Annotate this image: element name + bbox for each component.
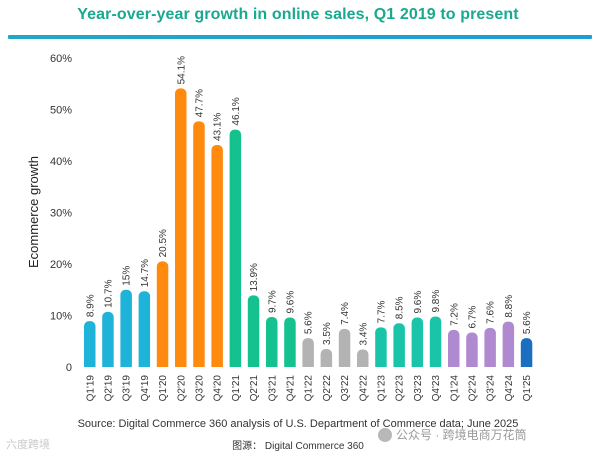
bar: [102, 311, 114, 367]
y-tick-label: 0: [66, 362, 72, 374]
bar: [520, 338, 533, 367]
data-label: 3.4%: [358, 323, 369, 346]
x-tick-label: Q2'24: [467, 375, 478, 402]
x-tick-label: Q4'19: [140, 375, 151, 402]
bar: [120, 289, 132, 367]
bar: [448, 329, 460, 367]
bar: [284, 317, 296, 367]
data-label: 7.7%: [376, 300, 387, 323]
data-label: 20.5%: [158, 229, 169, 257]
bar: [193, 121, 205, 367]
data-label: 9.7%: [267, 290, 278, 313]
x-tick-label: Q4'23: [431, 375, 442, 402]
title-rule: [8, 35, 592, 39]
x-tick-label: Q3'19: [122, 375, 133, 402]
x-axis-ticks: Q1'19 Q2'19 Q3'19 Q4'19 Q1'20 Q2'20 Q3'20 Q4'20…: [85, 375, 533, 402]
data-label: 7.6%: [486, 301, 497, 324]
data-label: 9.6%: [413, 291, 424, 314]
x-tick-label: Q2'19: [103, 375, 114, 402]
data-label: 6.7%: [467, 306, 478, 329]
bar: [302, 338, 314, 367]
x-tick-label: Q4'24: [504, 375, 515, 402]
bar: [338, 328, 351, 367]
x-tick-label: Q2'21: [249, 375, 260, 402]
data-label: 7.4%: [340, 302, 351, 325]
data-label: 7.2%: [449, 303, 460, 326]
bar: [393, 323, 405, 367]
bar: [84, 321, 96, 367]
x-tick-label: Q1'19: [85, 375, 96, 402]
x-tick-label: Q2'23: [395, 375, 406, 402]
watermark-right-text: 公众号 · 跨境电商万花筒: [396, 428, 527, 442]
y-axis-ticks: 0 10% 20% 30% 40% 50% 60%: [50, 53, 72, 374]
y-tick-label: 30%: [50, 208, 72, 220]
bar: [320, 348, 333, 367]
x-tick-label: Q3'21: [267, 375, 278, 402]
bar: [484, 327, 496, 367]
wechat-icon: [378, 427, 392, 442]
watermark-left: 六度跨境: [6, 439, 50, 451]
data-label: 13.9%: [249, 263, 260, 291]
data-label: 46.1%: [231, 97, 242, 125]
data-label: 8.5%: [395, 296, 406, 319]
data-label: 3.5%: [322, 322, 333, 345]
bar: [211, 145, 223, 367]
image-credit: 图源： Digital Commerce 360: [232, 441, 364, 452]
data-label: 9.6%: [285, 291, 296, 314]
x-tick-label: Q2'22: [322, 375, 333, 402]
bar: [375, 327, 387, 367]
x-tick-label: Q1'20: [158, 375, 169, 402]
x-tick-label: Q1'24: [449, 375, 460, 402]
bar: [247, 295, 260, 367]
data-label: 54.1%: [176, 56, 187, 84]
data-label: 14.7%: [140, 259, 151, 287]
x-tick-label: Q2'20: [176, 375, 187, 402]
y-tick-label: 50%: [50, 105, 72, 117]
data-label: 10.7%: [103, 279, 114, 307]
bar: [138, 291, 151, 367]
watermark-right: 公众号 · 跨境电商万花筒: [378, 426, 527, 443]
data-label: 9.8%: [431, 290, 442, 313]
chart-title: Year-over-year growth in online sales, Q…: [77, 6, 519, 23]
bars: [84, 88, 533, 367]
x-tick-label: Q1'22: [304, 375, 315, 402]
x-tick-label: Q3'24: [486, 375, 497, 402]
y-tick-label: 10%: [50, 311, 72, 323]
data-label: 47.7%: [194, 89, 205, 117]
x-tick-label: Q3'23: [413, 375, 424, 402]
y-tick-label: 40%: [50, 156, 72, 168]
x-tick-label: Q1'23: [376, 375, 387, 402]
bar: [266, 317, 278, 367]
source-note: Source: Digital Commerce 360 analysis of…: [77, 418, 519, 430]
data-label: 5.6%: [304, 311, 315, 334]
x-tick-label: Q3'22: [340, 375, 351, 402]
bar: [156, 261, 169, 367]
x-tick-label: Q1'25: [522, 375, 533, 402]
data-label: 43.1%: [213, 113, 224, 141]
bar: [466, 332, 478, 367]
bar: [175, 88, 187, 367]
x-tick-label: Q4'20: [213, 375, 224, 402]
y-tick-label: 60%: [50, 53, 72, 65]
data-label: 15%: [122, 266, 133, 286]
x-tick-label: Q4'22: [358, 375, 369, 402]
bar: [229, 129, 242, 367]
y-axis-label: Ecommerce growth: [26, 156, 41, 268]
data-labels: 8.9% 10.7% 15% 14.7% 20.5% 54.1% 47.7% 43.1% 46.…: [85, 56, 533, 346]
bar: [411, 317, 424, 367]
y-tick-label: 20%: [50, 259, 72, 271]
bar: [502, 321, 515, 367]
bar: [429, 316, 442, 367]
data-label: 5.6%: [522, 311, 533, 334]
data-label: 8.9%: [85, 294, 96, 317]
bar: [357, 349, 369, 367]
x-tick-label: Q1'21: [231, 375, 242, 402]
data-label: 8.8%: [504, 295, 515, 318]
x-tick-label: Q3'20: [194, 375, 205, 402]
x-tick-label: Q4'21: [285, 375, 296, 402]
